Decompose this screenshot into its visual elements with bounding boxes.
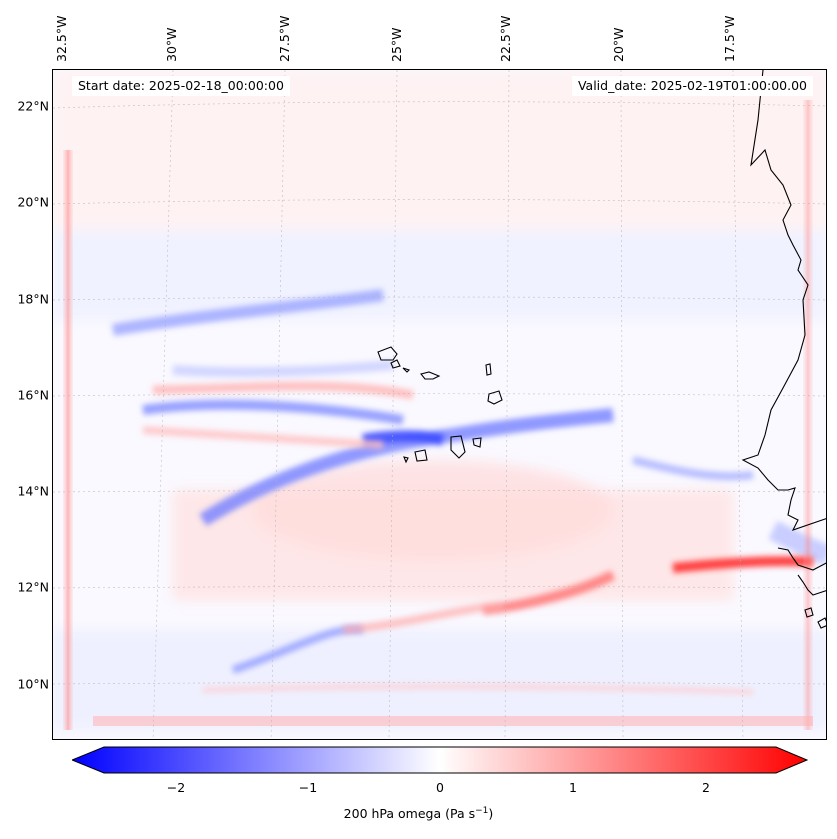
graticule (53, 70, 826, 739)
lon-label-27-5w: 27.5°W (277, 15, 292, 62)
lon-label-32-5w: 32.5°W (54, 15, 69, 62)
omega-field (53, 70, 826, 739)
brava-island (403, 456, 409, 464)
lat-label-16n: 16°N (17, 387, 49, 403)
colorbar (72, 746, 808, 774)
santa-luzia-island (402, 367, 411, 373)
colorbar-variable: 200 hPa omega (343, 806, 442, 822)
guinea-bissau-coast (797, 574, 826, 596)
colorbar-tick-2: 2 (702, 780, 710, 795)
santo-antao-island (377, 346, 398, 361)
sao-vicente-island (390, 359, 401, 369)
colorbar-tick-minus-2: −2 (166, 780, 186, 795)
lat-label-18n: 18°N (17, 291, 49, 307)
lat-label-22n: 22°N (17, 98, 49, 114)
lat-label-20n: 20°N (17, 194, 49, 210)
lon-label-17-5w: 17.5°W (722, 15, 737, 62)
red-bands (142, 381, 814, 695)
valid-date-label: Valid_date: 2025-02-19T01:00:00.00 (571, 76, 813, 96)
gambia-coast (777, 547, 826, 571)
lat-label-12n: 12°N (17, 579, 49, 595)
cape-verde-islands (377, 346, 503, 464)
lat-label-10n: 10°N (17, 676, 49, 692)
fogo-island (414, 449, 428, 462)
colorbar-bar (72, 746, 808, 774)
start-date-label: Start date: 2025-02-18_00:00:00 (72, 76, 290, 96)
colorbar-tick-minus-1: −1 (298, 780, 318, 795)
maio-island (472, 437, 482, 448)
santiago-island (450, 435, 466, 459)
lat-label-14n: 14°N (17, 483, 49, 499)
boa-vista-island (487, 390, 503, 405)
boundary-bands (63, 100, 813, 730)
colorbar-units-exponent: −1 (475, 806, 489, 816)
bijagos-island (804, 607, 814, 618)
sao-nicolau-island (420, 371, 441, 380)
colorbar-tick-0: 0 (436, 780, 444, 795)
coastline (741, 70, 826, 629)
lon-label-22-5w: 22.5°W (498, 15, 513, 62)
lon-label-20w: 20°W (611, 27, 626, 62)
colorbar-label: 200 hPa omega (Pa s−1) (0, 806, 837, 821)
colorbar-units: (Pa s (445, 806, 476, 822)
africa-coastline (741, 70, 826, 531)
background-patches (53, 70, 826, 730)
lon-label-30w: 30°W (164, 27, 179, 62)
colorbar-units-close: ) (488, 806, 494, 822)
lon-label-25w: 25°W (389, 27, 404, 62)
bijagos-island-2 (817, 617, 826, 629)
sal-island (485, 363, 492, 376)
map-panel (52, 69, 827, 740)
colorbar-tick-1: 1 (569, 780, 577, 795)
